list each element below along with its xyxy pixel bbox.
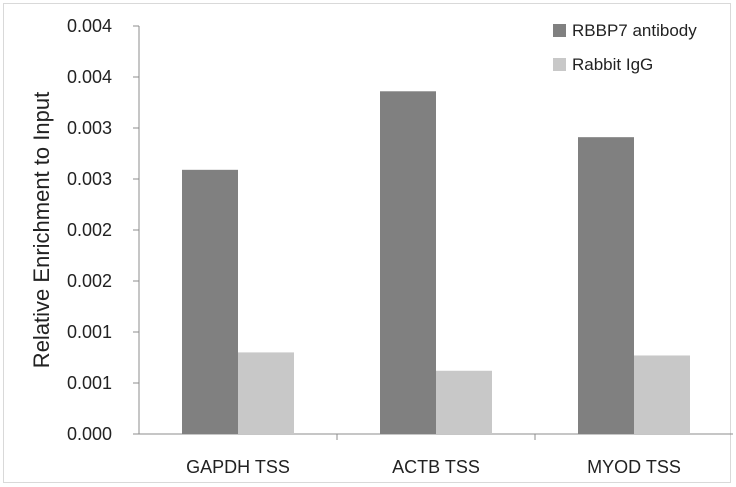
y-tick-label: 0.000 — [67, 424, 112, 444]
bar-rabbit-igg-actb-tss — [436, 370, 492, 434]
x-tick-label: ACTB TSS — [392, 457, 480, 477]
bars — [182, 91, 690, 434]
y-tick-labels: 0.000 0.001 0.001 0.002 0.002 0.003 0.003 0.004… — [67, 16, 112, 444]
legend-swatch — [553, 58, 566, 71]
bar-rabbit-igg-myod-tss — [634, 355, 690, 434]
y-tick-label: 0.004 — [67, 67, 112, 87]
bar-rbbp7-antibody-gapdh-tss — [182, 169, 238, 434]
bar-rabbit-igg-gapdh-tss — [238, 352, 294, 434]
y-tick-label: 0.003 — [67, 169, 112, 189]
y-tick-label: 0.001 — [67, 373, 112, 393]
y-tick-label: 0.002 — [67, 271, 112, 291]
x-tick-label: GAPDH TSS — [186, 457, 290, 477]
y-axis-label: Relative Enrichment to Input — [29, 92, 54, 368]
legend: RBBP7 antibody Rabbit IgG — [553, 21, 697, 74]
y-tick-label: 0.002 — [67, 220, 112, 240]
legend-swatch — [553, 24, 566, 37]
y-tick-label: 0.001 — [67, 322, 112, 342]
legend-label: RBBP7 antibody — [572, 21, 697, 40]
y-tick-label: 0.004 — [67, 16, 112, 36]
bar-rbbp7-antibody-actb-tss — [380, 91, 436, 434]
x-tick-label: MYOD TSS — [587, 457, 681, 477]
y-tick-label: 0.003 — [67, 118, 112, 138]
x-tick-labels: GAPDH TSS ACTB TSS MYOD TSS — [186, 457, 681, 477]
bar-rbbp7-antibody-myod-tss — [578, 137, 634, 434]
legend-label: Rabbit IgG — [572, 55, 653, 74]
